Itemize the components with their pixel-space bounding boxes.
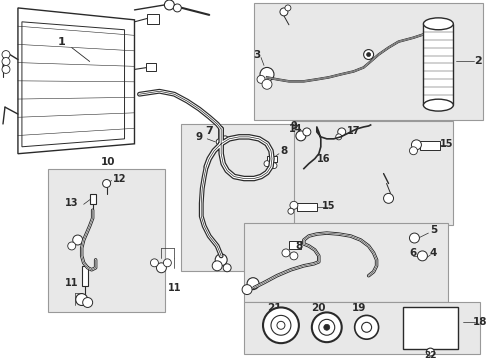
Bar [147,14,159,24]
Text: 13: 13 [65,198,78,208]
Bar [403,307,457,349]
Text: 2: 2 [473,57,481,67]
Circle shape [410,140,421,150]
Bar [81,266,87,285]
Circle shape [276,321,285,329]
Circle shape [287,208,293,214]
Text: 21: 21 [266,303,281,314]
Circle shape [383,193,393,203]
Bar [254,3,482,120]
Circle shape [163,259,171,267]
Bar [293,121,452,225]
Circle shape [242,285,251,294]
Circle shape [150,259,158,267]
Bar [266,156,276,162]
Bar [89,194,96,204]
Circle shape [361,322,371,332]
Bar [48,168,165,312]
Circle shape [263,307,298,343]
Circle shape [270,315,290,335]
Circle shape [354,315,378,339]
Text: 9: 9 [195,132,203,142]
Circle shape [82,297,92,307]
Circle shape [289,201,297,209]
Text: 15: 15 [439,139,452,149]
Circle shape [262,79,271,89]
Text: 10: 10 [100,157,115,167]
Circle shape [246,278,259,289]
Circle shape [212,261,222,271]
Bar [244,302,479,354]
Bar [146,63,156,71]
Circle shape [285,5,290,11]
Circle shape [363,50,373,59]
Circle shape [173,4,181,12]
Circle shape [295,131,305,141]
Text: 8: 8 [280,146,287,156]
Circle shape [417,251,427,261]
Bar [423,24,452,105]
Circle shape [337,128,345,136]
Text: 18: 18 [472,317,487,327]
Circle shape [318,319,334,335]
Text: 9: 9 [290,121,297,131]
Text: 22: 22 [423,351,436,360]
Text: 8: 8 [295,241,302,251]
Ellipse shape [423,99,452,111]
Polygon shape [18,8,134,154]
Circle shape [73,235,82,245]
Bar [296,203,316,211]
Circle shape [408,233,419,243]
Text: 1: 1 [58,37,65,47]
Text: 20: 20 [311,303,325,314]
Text: 14: 14 [288,124,302,134]
Circle shape [2,66,10,73]
Circle shape [156,263,166,273]
Circle shape [223,264,231,272]
Circle shape [311,312,341,342]
Text: 11: 11 [167,283,181,293]
Circle shape [279,8,287,16]
Circle shape [289,252,297,260]
Text: 15: 15 [322,201,335,211]
Circle shape [102,180,110,188]
Text: 17: 17 [346,126,360,136]
Circle shape [366,53,370,57]
Text: 19: 19 [351,303,365,314]
Bar [244,223,447,302]
Text: 4: 4 [429,248,436,258]
Circle shape [335,134,341,140]
Circle shape [164,0,174,10]
Circle shape [216,139,222,145]
Circle shape [68,242,76,250]
Ellipse shape [423,18,452,30]
Text: 12: 12 [113,174,126,184]
Circle shape [2,58,10,66]
Text: 16: 16 [316,154,330,164]
Circle shape [302,128,310,136]
Circle shape [408,147,417,155]
Circle shape [215,254,227,266]
Circle shape [260,67,273,81]
Bar [181,124,300,271]
Circle shape [257,75,264,83]
Circle shape [222,136,228,142]
Circle shape [76,293,87,306]
Circle shape [270,163,276,168]
Text: 7: 7 [205,126,213,136]
Bar [288,241,300,249]
Text: 6: 6 [409,248,416,258]
Text: 11: 11 [65,278,78,288]
Circle shape [426,348,433,356]
Circle shape [323,324,329,330]
Text: 3: 3 [253,50,260,59]
Text: 5: 5 [429,225,436,235]
Circle shape [2,51,10,59]
Circle shape [282,249,289,257]
Bar [420,141,440,150]
Circle shape [264,161,269,167]
